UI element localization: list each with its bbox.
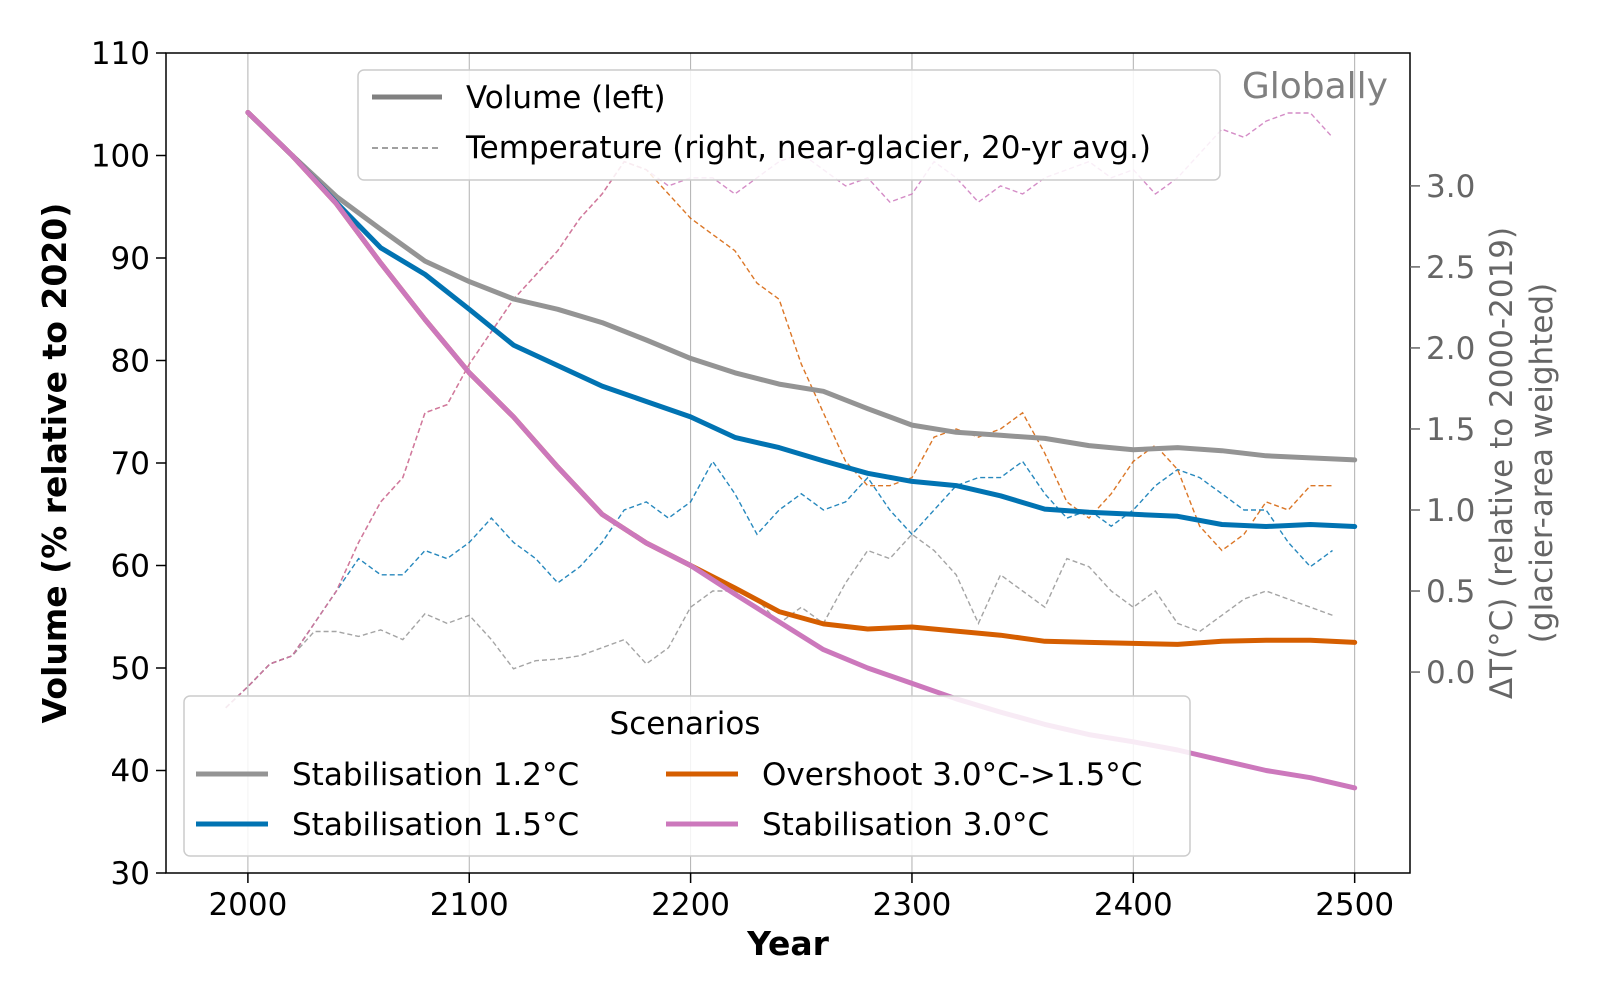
x-axis-title: Year: [746, 924, 830, 963]
scenario-legend-label-o30: Overshoot 3.0°C->1.5°C: [762, 757, 1142, 793]
volume-line-s15: [245, 110, 1358, 529]
volume-line-s12: [245, 110, 1358, 463]
y-tick-label-50: 50: [111, 651, 150, 687]
scenario-legend-label-s15: Stabilisation 1.5°C: [292, 807, 579, 843]
y-axis-title: Volume (% relative to 2020): [35, 203, 74, 724]
x-axis-ticks: 2000 2100 2200 2300 2400 2500: [208, 873, 1394, 923]
scenario-legend-label-s12: Stabilisation 1.2°C: [292, 757, 579, 793]
y-tick-label-70: 70: [111, 446, 150, 482]
x-tick-label-2100: 2100: [430, 887, 509, 923]
y2-tick-label-0: 0.0: [1426, 655, 1475, 691]
y2-tick-label-3: 1.5: [1426, 412, 1475, 448]
y2-tick-label-6: 3.0: [1426, 169, 1475, 205]
grid: [247, 53, 1356, 873]
style-legend-label-temperature: Temperature (right, near-glacier, 20-yr …: [465, 130, 1151, 166]
style-legend-box: [357, 69, 1221, 181]
y-tick-label-100: 100: [91, 139, 150, 175]
y-tick-label-30: 30: [111, 856, 150, 892]
scenario-legend-label-s30: Stabilisation 3.0°C: [762, 807, 1049, 843]
scenario-legend-title: Scenarios: [610, 706, 761, 742]
y-tick-label-40: 40: [111, 754, 150, 790]
y2-tick-label-4: 2.0: [1426, 331, 1475, 367]
style-legend-label-volume: Volume (left): [466, 80, 666, 116]
y-tick-label-80: 80: [111, 344, 150, 380]
x-tick-label-2200: 2200: [651, 887, 730, 923]
y-tick-label-90: 90: [111, 241, 150, 277]
x-tick-label-2000: 2000: [208, 887, 287, 923]
y-tick-label-60: 60: [111, 549, 150, 585]
y2-axis-title-line2: (glacier-area weighted): [1524, 283, 1560, 643]
scenario-legend: Scenarios Stabilisation 1.2°C Stabilisat…: [183, 695, 1191, 857]
y-axis-ticks: 30 40 50 60 70 80 90 100 110: [91, 36, 166, 892]
x-tick-label-2500: 2500: [1315, 887, 1394, 923]
y2-tick-label-5: 2.5: [1426, 250, 1475, 286]
x-tick-label-2300: 2300: [873, 887, 952, 923]
temperature-line-s15: [225, 460, 1333, 709]
y2-axis-ticks: 0.0 0.5 1.0 1.5 2.0 2.5 3.0: [1410, 169, 1475, 691]
region-annotation: Globally: [1242, 66, 1388, 107]
y-tick-label-110: 110: [91, 36, 150, 72]
y2-tick-label-2: 1.0: [1426, 493, 1475, 529]
style-legend: Volume (left) Temperature (right, near-g…: [357, 69, 1221, 181]
y2-axis-title-line1: ΔT(°C) (relative to 2000-2019): [1484, 227, 1520, 699]
y2-tick-label-1: 0.5: [1426, 574, 1475, 610]
x-tick-label-2400: 2400: [1094, 887, 1173, 923]
